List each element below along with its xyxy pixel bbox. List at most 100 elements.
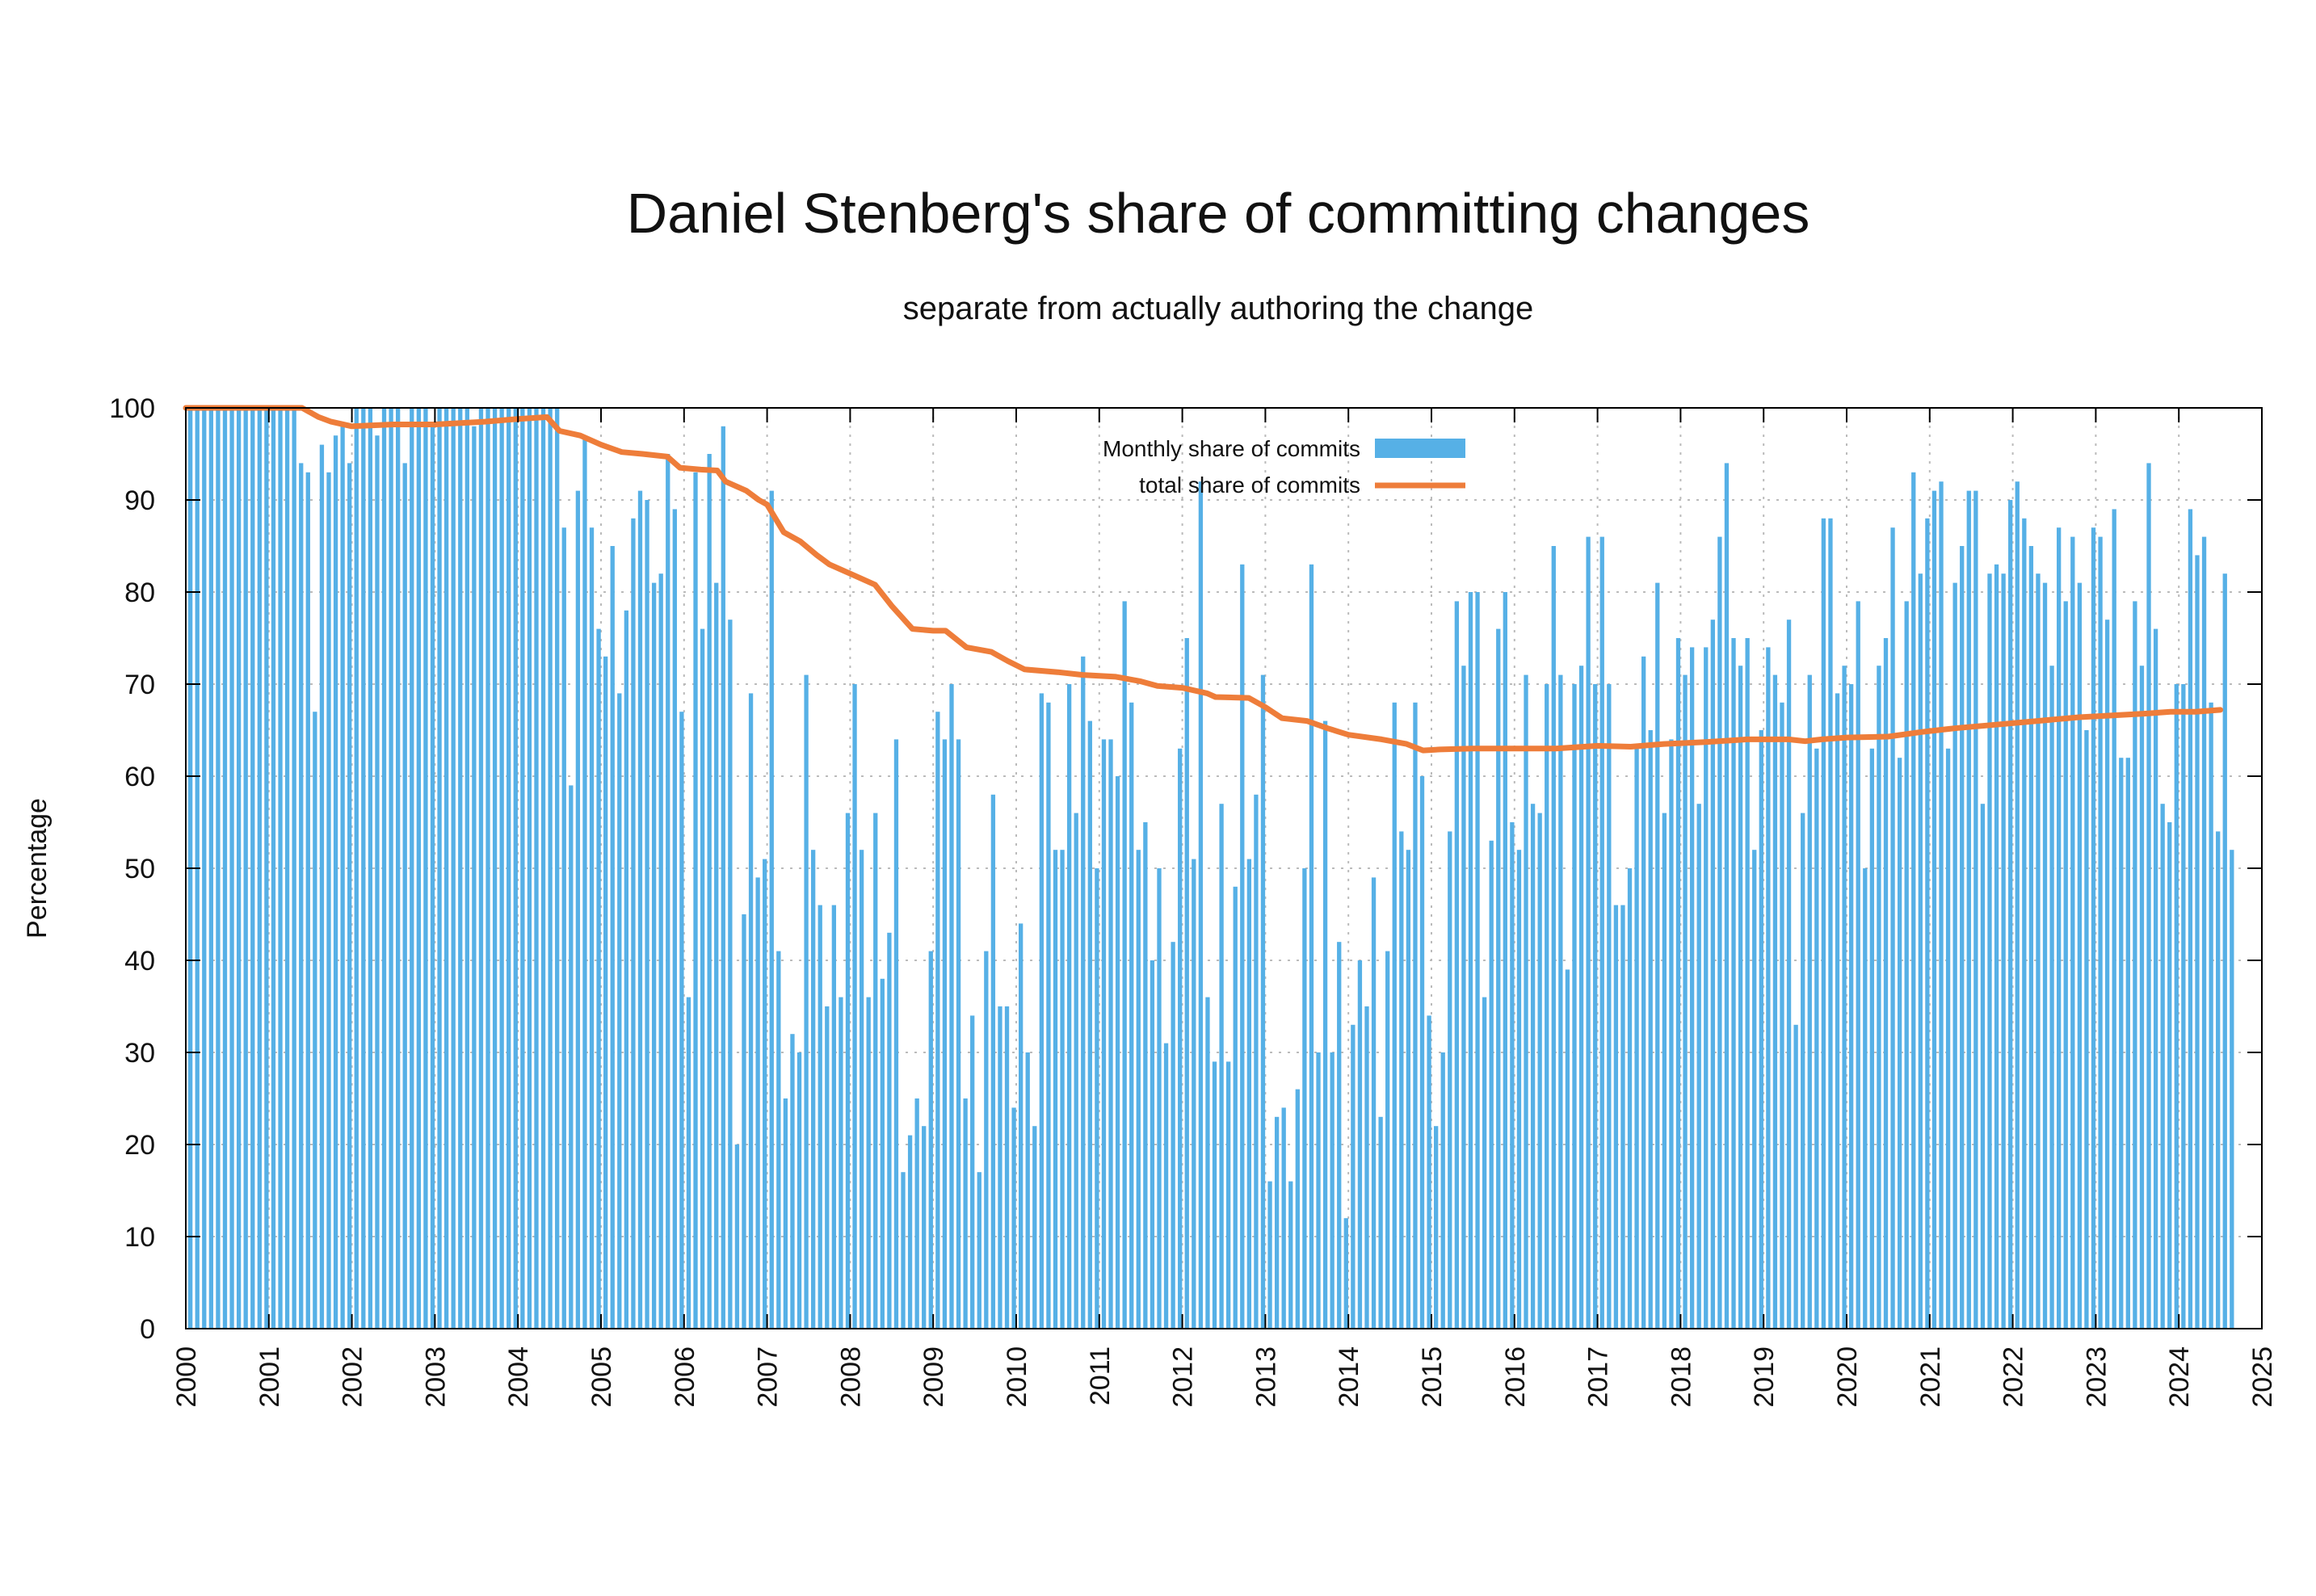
bar	[1171, 942, 1175, 1329]
bar	[1572, 684, 1577, 1329]
bar	[1966, 490, 1971, 1329]
bar	[1828, 518, 1833, 1329]
bar	[292, 408, 296, 1329]
bar	[333, 435, 338, 1329]
bar	[1115, 776, 1120, 1329]
bar	[2022, 518, 2027, 1329]
bar	[347, 463, 352, 1329]
bar	[1780, 702, 1784, 1329]
bar	[2091, 527, 2096, 1329]
bar	[651, 582, 657, 1329]
bar	[520, 408, 525, 1329]
bar	[804, 674, 809, 1329]
bar	[1434, 1126, 1439, 1329]
bar	[686, 997, 691, 1329]
bar	[811, 850, 816, 1329]
bar	[389, 408, 393, 1329]
bar	[1322, 720, 1328, 1329]
bar	[1019, 923, 1023, 1329]
bar	[1087, 720, 1092, 1329]
bar	[202, 408, 207, 1329]
x-tick-label: 2006	[670, 1346, 700, 1408]
bar	[1274, 1116, 1280, 1329]
bar	[645, 500, 649, 1329]
bar	[2049, 666, 2054, 1329]
bar	[928, 951, 933, 1329]
y-tick-label: 50	[124, 854, 155, 884]
bar	[1593, 684, 1598, 1329]
bar	[1246, 859, 1252, 1329]
bar	[1413, 702, 1418, 1329]
bar	[319, 444, 325, 1329]
x-tick-label: 2017	[1583, 1346, 1614, 1408]
bar	[1683, 674, 1688, 1329]
bar	[1004, 1006, 1010, 1329]
bar	[340, 426, 345, 1329]
bar	[458, 408, 463, 1329]
bar	[472, 426, 477, 1329]
bar	[534, 408, 539, 1329]
bar	[2084, 730, 2089, 1329]
bar	[1351, 1024, 1356, 1329]
bar	[1869, 748, 1875, 1329]
chart-subtitle: separate from actually authoring the cha…	[903, 291, 1534, 326]
bar	[1461, 666, 1466, 1329]
bar	[790, 1034, 795, 1329]
bar	[859, 850, 864, 1329]
bar	[569, 785, 574, 1329]
bar	[1524, 674, 1528, 1329]
y-tick-label: 20	[124, 1130, 155, 1161]
bar	[2181, 684, 2186, 1329]
bar	[1482, 997, 1487, 1329]
y-ticks: 0 10 20 30 40 50 60 70 80 90 100	[109, 393, 155, 1345]
bar	[527, 408, 532, 1329]
bar	[1842, 666, 1847, 1329]
bar	[1260, 674, 1266, 1329]
chart-title: Daniel Stenberg's share of committing ch…	[627, 182, 1810, 245]
bar	[1675, 638, 1681, 1329]
bar	[2119, 758, 2124, 1329]
bar	[2125, 758, 2130, 1329]
bar	[2008, 500, 2013, 1329]
bar	[375, 435, 380, 1329]
bar	[1108, 739, 1113, 1329]
bar	[1095, 868, 1099, 1329]
bar	[2222, 573, 2227, 1329]
bar	[1849, 684, 1854, 1329]
bar	[2209, 702, 2213, 1329]
bar	[2001, 573, 2006, 1329]
x-tick-label: 2016	[1500, 1346, 1531, 1408]
bar	[506, 408, 511, 1329]
bar	[1330, 1052, 1335, 1329]
bar	[1364, 1006, 1369, 1329]
bar	[2201, 536, 2207, 1329]
bar	[2167, 822, 2172, 1329]
bar	[1939, 481, 1944, 1329]
bar	[818, 905, 822, 1329]
y-axis-label: Percentage	[22, 798, 53, 939]
bar	[250, 408, 255, 1329]
bar	[776, 951, 781, 1329]
bar	[1281, 1107, 1286, 1329]
line-series	[183, 405, 2224, 754]
bar-series	[188, 408, 2234, 1329]
bar	[1648, 730, 1653, 1329]
bar	[1745, 638, 1750, 1329]
bar	[714, 582, 719, 1329]
bar	[1918, 573, 1923, 1329]
bar	[1039, 693, 1045, 1329]
bar	[2070, 536, 2075, 1329]
bar	[1814, 748, 1819, 1329]
bar	[721, 426, 725, 1329]
bar	[1122, 601, 1127, 1329]
bar	[1419, 776, 1425, 1329]
bar	[935, 712, 940, 1329]
bar	[1406, 850, 1411, 1329]
bar	[610, 546, 615, 1329]
bar	[1801, 813, 1805, 1329]
bar	[208, 408, 214, 1329]
bar	[1578, 666, 1584, 1329]
bar	[1066, 684, 1072, 1329]
bar	[1178, 748, 1183, 1329]
bar	[1399, 831, 1404, 1329]
